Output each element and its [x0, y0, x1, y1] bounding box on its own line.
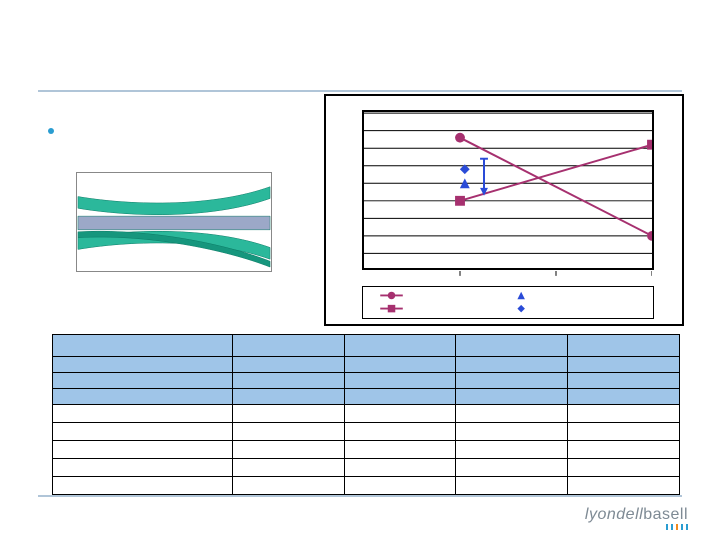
table-cell	[232, 357, 344, 373]
table-cell	[456, 477, 568, 495]
table-cell	[568, 373, 680, 389]
data-table	[52, 334, 680, 495]
logo-part-a: lyondell	[585, 506, 643, 523]
table-cell	[456, 441, 568, 459]
table-cell	[344, 441, 456, 459]
bullet-point	[48, 128, 54, 134]
divider-bottom	[38, 495, 682, 497]
table-cell	[232, 459, 344, 477]
logo-tick	[686, 524, 688, 530]
table-cell	[232, 373, 344, 389]
logo-tick	[671, 524, 673, 530]
table-cell	[53, 459, 233, 477]
table-cell	[456, 335, 568, 357]
table-cell	[53, 335, 233, 357]
table-cell	[456, 423, 568, 441]
table-cell	[344, 459, 456, 477]
table-cell	[456, 373, 568, 389]
table-cell	[53, 423, 233, 441]
table-cell	[344, 389, 456, 405]
table-cell	[232, 441, 344, 459]
table-cell	[344, 357, 456, 373]
table-cell	[568, 441, 680, 459]
table-cell	[53, 405, 233, 423]
table-cell	[232, 423, 344, 441]
legend-svg	[363, 287, 653, 318]
table-cell	[344, 477, 456, 495]
table-cell	[568, 405, 680, 423]
photo-svg	[77, 173, 271, 271]
table-cell	[53, 389, 233, 405]
chart-legend	[362, 286, 654, 319]
logo-tick	[666, 524, 668, 530]
divider-top	[38, 90, 682, 92]
table-cell	[568, 477, 680, 495]
table-cell	[344, 423, 456, 441]
table-cell	[53, 373, 233, 389]
table-cell	[568, 389, 680, 405]
logo-tick	[676, 524, 678, 530]
chart-svg	[364, 112, 652, 278]
table-cell	[568, 459, 680, 477]
table-cell	[232, 405, 344, 423]
table-cell	[456, 405, 568, 423]
chart-plot-area	[362, 110, 654, 270]
table-cell	[53, 441, 233, 459]
table-cell	[53, 357, 233, 373]
logo-part-b: basell	[643, 506, 688, 523]
brand-logo: lyondellbasell	[585, 506, 688, 524]
table-cell	[568, 357, 680, 373]
table-cell	[456, 459, 568, 477]
table-cell	[456, 357, 568, 373]
table-cell	[344, 373, 456, 389]
table-cell	[232, 389, 344, 405]
table-cell	[344, 335, 456, 357]
table-cell	[456, 389, 568, 405]
table-cell	[53, 477, 233, 495]
table-cell	[232, 335, 344, 357]
chart-panel	[324, 94, 684, 326]
table-cell	[344, 405, 456, 423]
table-cell	[568, 335, 680, 357]
table-cell	[232, 477, 344, 495]
logo-ticks	[666, 524, 688, 530]
photo-panel	[76, 172, 272, 272]
logo-tick	[681, 524, 683, 530]
table-cell	[568, 423, 680, 441]
